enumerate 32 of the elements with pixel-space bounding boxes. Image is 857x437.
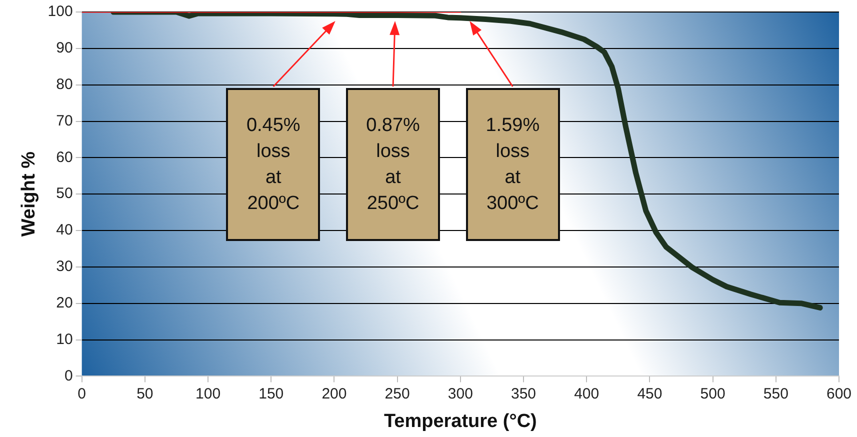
annotation: 0.87% loss at 250ºC <box>366 114 420 216</box>
note-box: 0.45% loss at 200ºC <box>226 88 320 242</box>
x-tick-label: 200 <box>322 385 347 402</box>
y-tick-label: 100 <box>48 3 73 20</box>
x-tick-label: 0 <box>78 385 86 402</box>
note-box: 1.59% loss at 300ºC <box>466 88 560 242</box>
y-tick-label: 0 <box>64 367 73 384</box>
y-tick-label: 10 <box>56 330 73 348</box>
x-tick-label: 100 <box>196 385 221 402</box>
x-axis-title: Temperature (°C) <box>384 410 537 432</box>
x-tick-label: 450 <box>637 385 662 402</box>
x-tick-label: 600 <box>826 385 852 402</box>
y-tick-label: 50 <box>56 185 73 202</box>
y-axis-title: Weight % <box>18 151 40 237</box>
note-box: 0.87% loss at 250ºC <box>346 88 440 242</box>
x-tick-label: 300 <box>448 385 473 402</box>
x-tick-label: 400 <box>574 385 600 402</box>
x-tick-label: 150 <box>258 385 284 402</box>
annotation: 1.59% loss at 300ºC <box>486 114 540 216</box>
x-tick-label: 350 <box>510 385 536 402</box>
y-tick-label: 60 <box>56 148 73 166</box>
y-tick-label: 40 <box>56 222 73 239</box>
x-tick-label: 250 <box>384 385 410 402</box>
y-tick-label: 20 <box>56 294 73 312</box>
x-tick-label: 50 <box>136 385 154 402</box>
x-tick-label: 550 <box>763 385 788 402</box>
y-tick-label: 70 <box>56 112 73 130</box>
y-tick-label: 90 <box>56 40 73 57</box>
y-tick-label: 80 <box>56 76 73 93</box>
annotation: 0.45% loss at 200ºC <box>246 114 300 216</box>
y-tick-label: 30 <box>56 258 73 276</box>
x-tick-label: 500 <box>700 385 726 402</box>
